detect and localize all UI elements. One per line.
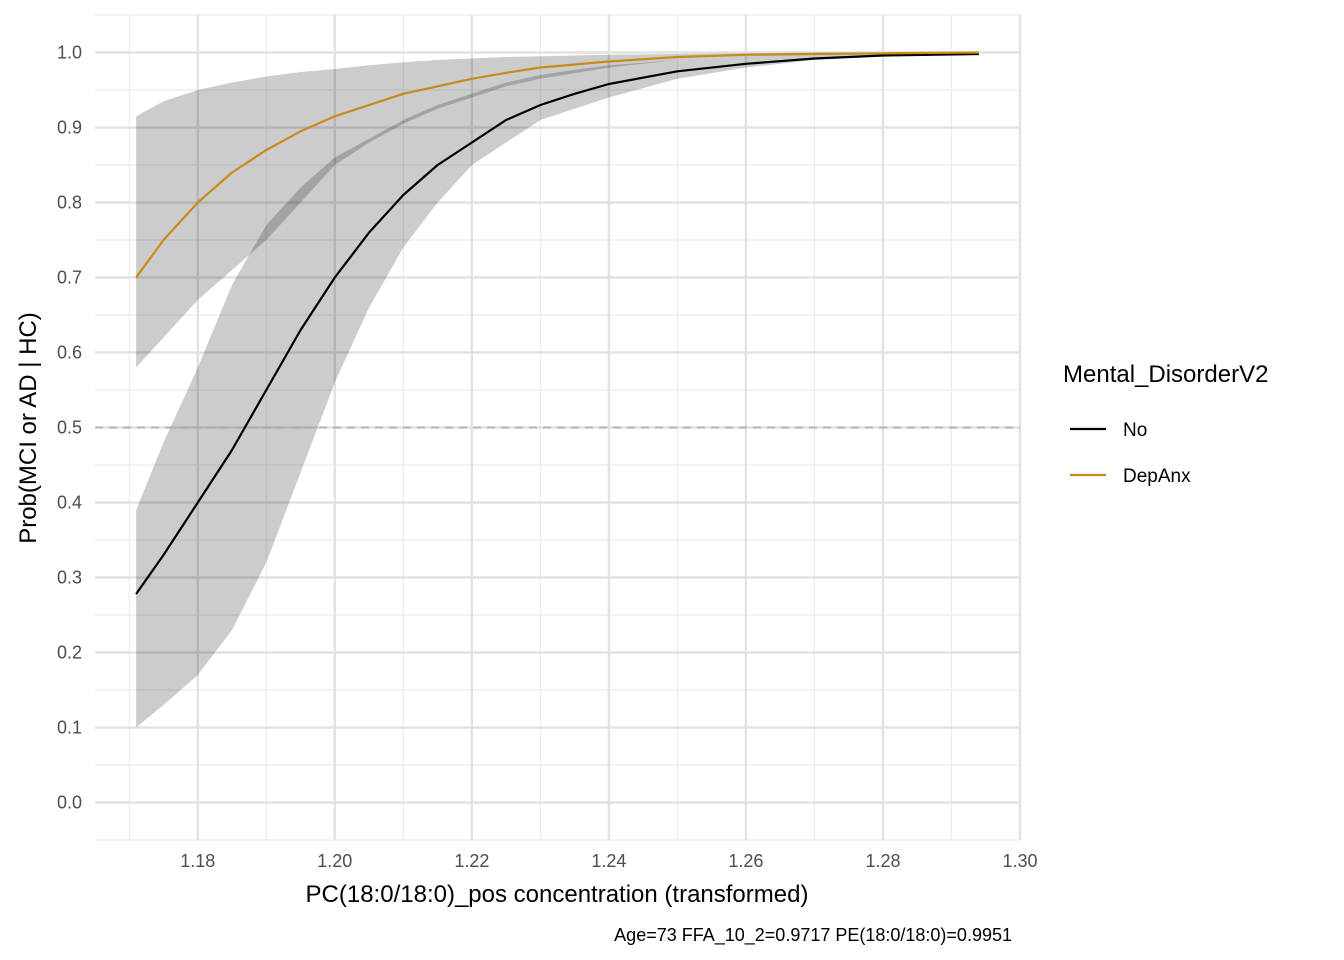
x-tick-labels: 1.18 1.20 1.22 1.24 1.26 1.28 1.30	[180, 851, 1037, 871]
caption: Age=73 FFA_10_2=0.9717 PE(18:0/18:0)=0.9…	[614, 925, 1012, 946]
y-tick-label: 1.0	[57, 43, 82, 63]
series-lines	[135, 51, 979, 595]
y-axis-title: Prob(MCI or AD | HC)	[15, 312, 42, 544]
y-tick-label: 0.1	[57, 718, 82, 738]
y-tick-label: 0.3	[57, 568, 82, 588]
y-tick-label: 0.8	[57, 193, 82, 213]
legend-title: Mental_DisorderV2	[1063, 361, 1268, 388]
x-tick-label: 1.18	[180, 851, 215, 871]
legend-label-depanx: DepAnx	[1123, 466, 1191, 487]
series-line-depanx	[135, 51, 979, 279]
series-line-no	[135, 52, 979, 595]
x-tick-label: 1.22	[454, 851, 489, 871]
x-tick-label: 1.30	[1002, 851, 1037, 871]
confidence-ribbons	[136, 52, 979, 728]
legend-label-no: No	[1123, 420, 1147, 441]
y-tick-label: 0.0	[57, 793, 82, 813]
x-tick-label: 1.24	[591, 851, 626, 871]
x-tick-label: 1.28	[865, 851, 900, 871]
y-tick-label: 0.5	[57, 418, 82, 438]
y-tick-label: 0.2	[57, 643, 82, 663]
legend: Mental_DisorderV2 No DepAnx	[1063, 361, 1268, 487]
x-tick-label: 1.20	[317, 851, 352, 871]
y-tick-label: 0.4	[57, 493, 82, 513]
y-tick-label: 0.6	[57, 343, 82, 363]
x-tick-label: 1.26	[728, 851, 763, 871]
y-tick-labels: 0.0 0.1 0.2 0.3 0.4 0.5 0.6 0.7 0.8 0.9 1.0	[57, 43, 82, 813]
ribbon-no	[136, 52, 979, 728]
x-axis-title: PC(18:0/18:0)_pos concentration (transfo…	[306, 881, 809, 908]
y-tick-label: 0.7	[57, 268, 82, 288]
y-tick-label: 0.9	[57, 118, 82, 138]
ribbon-depanx	[136, 52, 979, 368]
grid-minor	[95, 14, 1020, 841]
